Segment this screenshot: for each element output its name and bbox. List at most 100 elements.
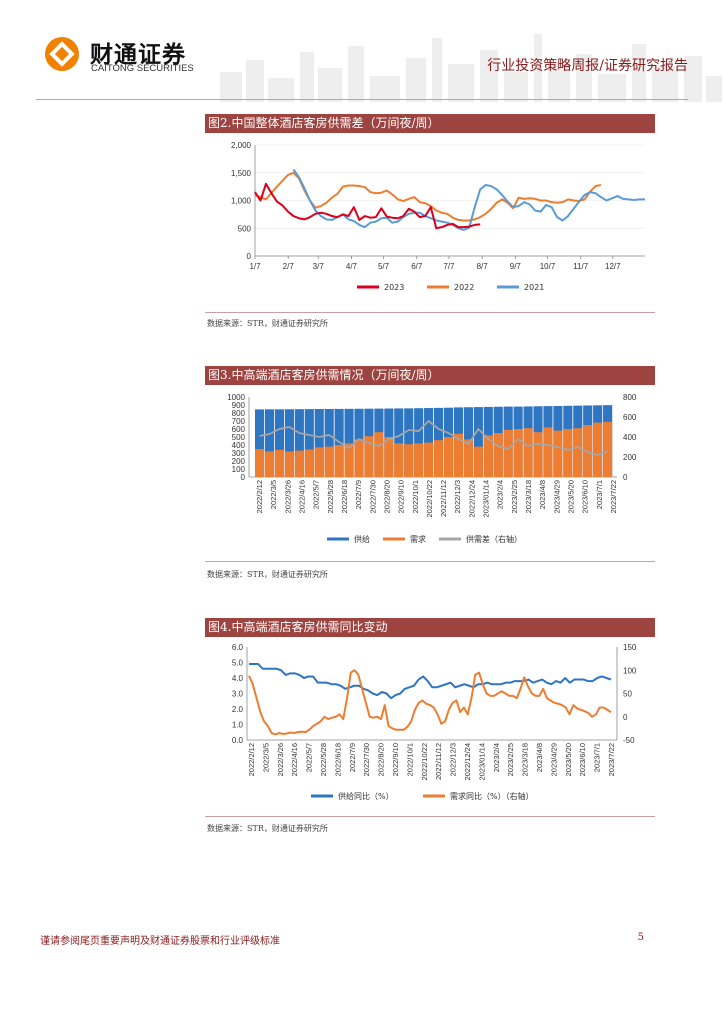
y-tick-label: 400 (232, 441, 246, 450)
legend-label-c1-0: 2023 (384, 283, 404, 292)
x-tick-label: 2022/11/12 (439, 480, 448, 517)
y-tick-label: 600 (232, 425, 246, 434)
demand-yoy-line (248, 669, 612, 736)
demand-bar (304, 449, 314, 477)
y-tick-label: 1,000 (231, 197, 252, 206)
y-tick-label: 0 (241, 473, 246, 482)
y2-tick-label: 200 (623, 453, 637, 462)
series-line-2021 (292, 168, 645, 231)
x-tick-label: 2022/3/5 (261, 743, 270, 772)
supply-yoy-line (249, 663, 612, 700)
demand-bar (553, 430, 563, 477)
logo-emblem-icon (45, 37, 79, 71)
y2-tick-label: 400 (623, 433, 637, 442)
demand-bar (563, 429, 573, 477)
y-tick-label: 2.0 (232, 705, 244, 714)
x-tick-label: 2022/5/7 (312, 480, 321, 509)
x-tick-label: 2022/8/20 (377, 743, 386, 776)
x-tick-label: 2022/5/28 (326, 480, 335, 513)
x-tick-label: 2022/12/24 (467, 480, 476, 518)
x-tick-label: 2023/2/25 (510, 480, 519, 513)
demand-bar (473, 446, 483, 477)
x-tick-label: 2022/3/5 (269, 480, 278, 509)
demand-bar (573, 428, 583, 477)
supply-bar (424, 408, 434, 477)
demand-bar (344, 443, 354, 477)
x-tick-label: 2023/4/8 (535, 743, 544, 772)
demand-bar (593, 422, 603, 477)
y-tick-label: 900 (232, 401, 246, 410)
demand-bar (294, 450, 304, 477)
supply-bar (304, 409, 314, 477)
x-tick-label: 2023/2/25 (506, 743, 515, 776)
demand-bar (503, 429, 513, 477)
supply-bar (394, 408, 404, 477)
y2-tick-label: 600 (623, 413, 637, 422)
x-tick-label: 2022/10/1 (411, 480, 420, 513)
y-tick-label: 200 (232, 457, 246, 466)
y-tick-label: 500 (232, 433, 246, 442)
supply-bar (473, 407, 483, 477)
x-tick-label: 2022/5/28 (319, 743, 328, 776)
y2-tick-label: 800 (623, 393, 637, 402)
figure4-source: 数据来源：STR，财通证券研究所 (207, 824, 328, 833)
x-tick-label: 2022/12/3 (453, 480, 462, 513)
demand-bar (523, 428, 533, 477)
demand-bar (603, 421, 613, 477)
x-tick-label: 2023/3/18 (524, 480, 533, 513)
demand-bar (354, 439, 364, 477)
x-tick-label: 2022/7/30 (362, 743, 371, 776)
y-tick-label: 6.0 (232, 643, 244, 652)
x-tick-label: 2022/10/22 (420, 743, 429, 781)
series-line-2022 (254, 171, 602, 222)
demand-bar (264, 451, 275, 477)
x-tick-label: 2022/2/12 (255, 480, 264, 513)
y2-tick-label: 100 (623, 666, 637, 675)
skyline-watermark (220, 34, 722, 102)
x-tick-label: 2022/6/18 (340, 480, 349, 513)
y2-tick-label: 50 (623, 690, 632, 699)
x-tick-label: 2022/9/10 (397, 480, 406, 513)
y-tick-label: 3.0 (232, 690, 244, 699)
y-tick-label: 1000 (227, 393, 245, 402)
x-tick-label: 2022/7/9 (354, 480, 363, 509)
x-tick-label: 2023/3/18 (521, 743, 530, 776)
supply-bar (344, 408, 354, 477)
demand-bar (404, 444, 414, 477)
x-tick-label: 2023/7/22 (607, 743, 616, 776)
y-tick-label: 1,500 (231, 169, 252, 178)
x-tick-label: 2023/2/4 (496, 480, 505, 509)
logo-chinese-name: 财通证券 (90, 42, 186, 68)
x-tick-label: 2022/2/12 (247, 743, 256, 776)
x-tick-label: 2023/01/14 (482, 480, 491, 518)
supply-bar (284, 409, 294, 477)
x-tick-label: 2023/7/1 (595, 480, 604, 509)
x-tick-label: 12/7 (605, 262, 621, 271)
footer-disclaimer: 谨请参阅尾页重要声明及财通证券股票和行业评级标准 (40, 936, 280, 947)
demand-bar (513, 429, 523, 477)
x-tick-label: 6/7 (411, 262, 423, 271)
demand-bar (384, 437, 394, 477)
x-tick-label: 2023/2/4 (492, 743, 501, 772)
figure3-title: 图3.中高端酒店客房供需情况（万间夜/周） (205, 366, 655, 385)
x-tick-label: 8/7 (477, 262, 489, 271)
header-divider (36, 99, 688, 100)
y2-tick-label: 0 (623, 713, 628, 722)
y-tick-label: 300 (232, 449, 246, 458)
x-tick-label: 2022/4/16 (290, 743, 299, 776)
x-tick-label: 2022/8/20 (382, 480, 391, 513)
x-tick-label: 2023/7/1 (593, 743, 602, 772)
y-tick-label: 5.0 (232, 659, 244, 668)
demand-bar (424, 442, 434, 477)
y-tick-label: 100 (232, 465, 246, 474)
x-tick-label: 11/7 (573, 262, 589, 271)
x-tick-label: 2023/4/29 (552, 480, 561, 513)
x-tick-label: 2023/4/8 (538, 480, 547, 509)
supply-bar (274, 409, 285, 477)
page-number: 5 (637, 932, 644, 943)
demand-bar (443, 437, 454, 477)
demand-bar (334, 445, 344, 477)
y-tick-label: 4.0 (232, 674, 244, 683)
figure2-source: 数据来源：STR，财通证券研究所 (207, 319, 328, 328)
demand-bar (364, 436, 374, 477)
